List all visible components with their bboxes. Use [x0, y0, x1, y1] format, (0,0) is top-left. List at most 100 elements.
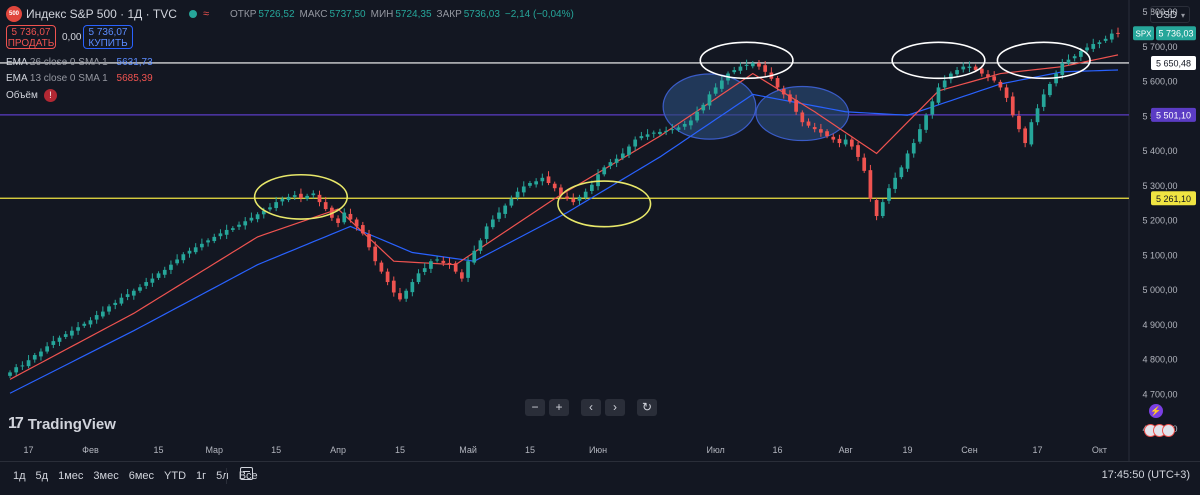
- candle-body: [658, 131, 662, 135]
- scroll-right-button[interactable]: ›: [605, 399, 625, 416]
- candle-body: [577, 196, 582, 201]
- candle-body: [484, 226, 489, 239]
- spread-value: 0,00: [62, 32, 82, 43]
- indicator-volume[interactable]: Объём !: [6, 89, 57, 102]
- range-3m-button[interactable]: 3мес: [93, 470, 119, 482]
- candle-body: [794, 99, 798, 112]
- x-tick-label: Мар: [205, 445, 223, 455]
- us-flag-icon[interactable]: [1162, 424, 1175, 437]
- candle-body: [924, 115, 928, 130]
- candle-body: [515, 191, 520, 198]
- candle-body: [472, 250, 477, 263]
- indicator-ema13[interactable]: EMA 13 close 0 SMA 1 5685,39: [6, 73, 153, 84]
- candle-body: [113, 302, 118, 305]
- range-5d-button[interactable]: 5д: [35, 470, 49, 482]
- y-tick-label: 5 800,00: [1142, 7, 1177, 17]
- candle-body: [750, 63, 755, 67]
- high-label: МАКС: [299, 8, 328, 20]
- candle-body: [800, 112, 805, 123]
- x-tick-label: 17: [24, 445, 34, 455]
- scroll-left-button[interactable]: ‹: [581, 399, 601, 416]
- y-tick-label: 5 200,00: [1142, 216, 1177, 226]
- clock[interactable]: 17:45:50 (UTC+3): [1101, 469, 1190, 481]
- range-1d-button[interactable]: 1д: [13, 470, 26, 482]
- zoom-in-button[interactable]: +: [549, 399, 569, 416]
- tradingview-logo[interactable]: 17 TradingView: [8, 415, 116, 433]
- candle-body: [627, 146, 631, 155]
- indicator-name: EMA: [6, 73, 28, 84]
- ellipse-annotation: [699, 41, 794, 80]
- candle-body: [94, 315, 99, 320]
- x-tick-label: 15: [395, 445, 405, 455]
- candle-body: [206, 240, 210, 243]
- candle-body: [497, 212, 501, 219]
- close-label: ЗАКР: [436, 8, 462, 20]
- symbol-title[interactable]: Индекс S&P 500 · 1Д · TVC: [26, 7, 177, 21]
- candle-body: [831, 136, 836, 140]
- warning-icon[interactable]: !: [43, 89, 57, 102]
- ellipse-annotation: [891, 41, 986, 80]
- candle-body: [1004, 87, 1009, 98]
- candle-body: [571, 198, 576, 203]
- candle-body: [936, 87, 941, 103]
- candle-body: [125, 294, 130, 297]
- candle-body: [682, 123, 687, 127]
- candle-body: [738, 66, 743, 71]
- ellipse-annotation: [557, 180, 652, 228]
- price-line-label-bg: [1151, 107, 1196, 122]
- candle-body: [880, 202, 885, 217]
- candle-body: [138, 287, 142, 291]
- candle-body: [360, 225, 365, 234]
- candle-body: [608, 162, 613, 166]
- range-ytd-button[interactable]: YTD: [164, 470, 187, 482]
- candle-body: [707, 94, 712, 106]
- range-6m-button[interactable]: 6мес: [128, 470, 155, 482]
- currency-select[interactable]: USD ▾: [1150, 6, 1190, 23]
- candle-body: [979, 68, 984, 74]
- last-price-label-bg: [1156, 26, 1196, 41]
- candle-body: [763, 65, 768, 72]
- candle-body: [701, 104, 706, 111]
- high-value: 5737,50: [329, 8, 366, 20]
- candle-body: [503, 205, 508, 214]
- price-line-label: 5 650,48: [1156, 58, 1191, 68]
- candle-body: [849, 139, 854, 147]
- candle-body: [1029, 122, 1034, 145]
- candle-body: [342, 212, 347, 223]
- indicator-ema26[interactable]: EMA 26 close 0 SMA 1 5631,73: [6, 57, 153, 68]
- candle-body: [887, 188, 891, 201]
- range-1m-button[interactable]: 1мес: [58, 470, 84, 482]
- spx-logo-icon: 500: [6, 6, 22, 22]
- candle-body: [63, 334, 68, 337]
- range-5y-button[interactable]: 5л: [216, 470, 229, 482]
- zoom-out-button[interactable]: −: [525, 399, 545, 416]
- candle-body: [949, 73, 953, 80]
- candle-body: [528, 183, 532, 186]
- low-value: 5724,35: [395, 8, 432, 20]
- candle-body: [589, 184, 594, 192]
- x-tick-label: Май: [459, 445, 477, 455]
- candle-body: [868, 170, 873, 199]
- candle-body: [521, 186, 526, 193]
- ellipse-annotation: [253, 173, 349, 220]
- chart-area[interactable]: 5 800,005 700,005 600,005 500,005 400,00…: [0, 0, 1200, 461]
- buy-button[interactable]: 5 736,07 КУПИТЬ: [83, 25, 133, 49]
- price-line-label-bg: [1151, 191, 1196, 206]
- range-1y-button[interactable]: 1г: [196, 470, 207, 482]
- candle-body: [1072, 56, 1077, 59]
- candle-body: [930, 101, 935, 115]
- candle-body: [32, 355, 37, 360]
- x-tick-label: 15: [154, 445, 164, 455]
- candle-body: [1066, 59, 1071, 64]
- sell-button[interactable]: 5 736,07 ПРОДАТЬ: [6, 25, 56, 49]
- candle-body: [391, 280, 396, 293]
- calendar-icon[interactable]: [240, 467, 253, 480]
- candle-body: [1091, 44, 1096, 49]
- candle-body: [181, 254, 186, 261]
- reset-chart-button[interactable]: ↻: [637, 399, 657, 416]
- price-chart[interactable]: 5 800,005 700,005 600,005 500,005 400,00…: [0, 0, 1200, 461]
- lightning-icon[interactable]: ⚡: [1149, 404, 1163, 418]
- candle-body: [70, 330, 74, 336]
- candle-body: [893, 177, 898, 189]
- candle-body: [274, 202, 279, 209]
